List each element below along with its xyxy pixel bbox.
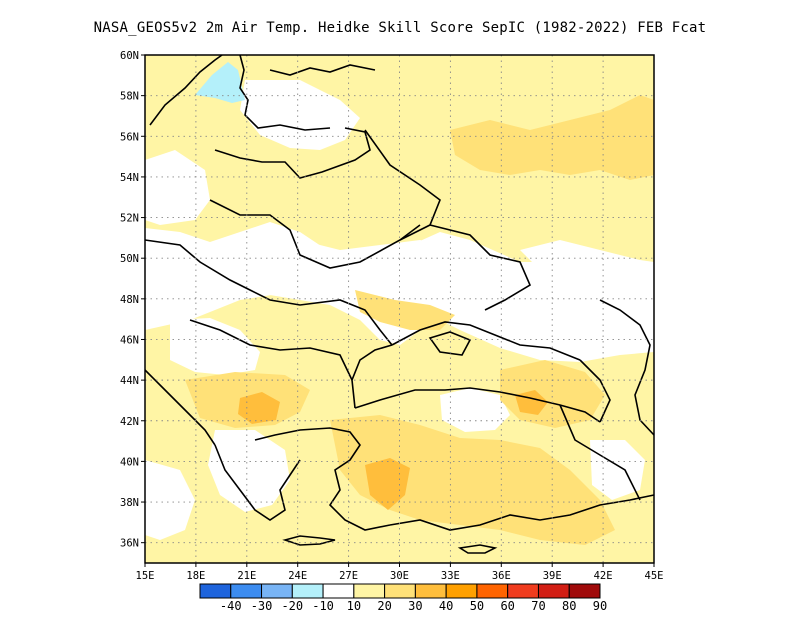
border-belarus-russia — [364, 129, 441, 241]
colorbar-swatch — [291, 583, 324, 599]
colorbar-swatch — [476, 583, 509, 599]
lat-label: 60N — [120, 50, 139, 62]
lat-label: 48N — [120, 294, 139, 306]
coastline-black-sea-west — [351, 344, 393, 409]
colorbar-label: 80 — [562, 599, 576, 613]
shade-30-40-macedonia — [238, 392, 280, 424]
border-ukraine-russia — [429, 224, 532, 311]
colorbar-label: -10 — [312, 599, 334, 613]
shade-negative-scandinavia — [195, 62, 245, 103]
colorbar-label: 20 — [377, 599, 391, 613]
lat-label: 44N — [120, 375, 139, 387]
colorbar-swatch — [537, 583, 570, 599]
border-poland-ukraine — [209, 199, 421, 269]
coastline-black-sea-east — [579, 359, 611, 423]
shade-white-balkans — [170, 318, 260, 375]
coastline-gulf-of-bothnia — [239, 54, 331, 131]
colorbar-label: 70 — [531, 599, 545, 613]
colorbar-swatch — [353, 583, 386, 599]
colorbar-label: 60 — [500, 599, 514, 613]
shade-white-east — [520, 240, 654, 330]
shade-white-center — [250, 240, 520, 345]
shade-20-30-crimea — [355, 290, 455, 330]
shade-20-30-anatolia — [330, 415, 615, 545]
colorbar-label: -30 — [251, 599, 273, 613]
colorbar-swatch — [445, 583, 478, 599]
colorbar-label: 50 — [470, 599, 484, 613]
axes: 60N 58N 56N 54N 52N 50N 48N 46N 44N 42N 40N 38N 36N 1… — [120, 50, 663, 582]
colorbar-swatch — [261, 583, 293, 599]
colorbar-swatch — [322, 583, 355, 599]
lat-label: 56N — [120, 131, 139, 143]
shade-white-southeast — [590, 440, 645, 500]
lat-label: 36N — [120, 538, 139, 550]
border-turkey-east — [559, 404, 641, 501]
border-balkans — [189, 319, 353, 381]
coastline-norway-sweden — [149, 54, 223, 126]
coastline-black-sea-south — [354, 387, 601, 423]
coastline-black-sea-north — [391, 321, 581, 361]
lon-label: 15E — [136, 570, 155, 582]
lat-label: 40N — [120, 456, 139, 468]
lat-label: 46N — [120, 334, 139, 346]
lon-label: 27E — [339, 570, 358, 582]
lon-label: 33E — [441, 570, 460, 582]
island-crete — [282, 535, 336, 546]
colorbar-swatch — [199, 583, 232, 599]
lon-label: 36E — [492, 570, 511, 582]
colorbar-swatch — [568, 583, 601, 599]
coastline-aegean — [254, 427, 391, 531]
colorbar-label: -20 — [281, 599, 303, 613]
lat-label: 52N — [120, 213, 139, 225]
map-title: NASA_GEOS5v2 2m Air Temp. Heidke Skill S… — [93, 20, 707, 36]
lon-label: 21E — [237, 570, 256, 582]
colorbar-swatch — [414, 583, 447, 599]
island-crimea — [428, 331, 472, 356]
coastline-baltic-south — [214, 127, 371, 179]
coastline-baltic-states — [269, 64, 376, 76]
colorbar-label: 40 — [439, 599, 453, 613]
colorbar: -40 -30 -20 -10 10 20 30 40 50 60 70 80 90 — [199, 583, 607, 613]
coastline-adriatic — [144, 369, 216, 446]
lat-label: 38N — [120, 497, 139, 509]
lon-label: 45E — [645, 570, 664, 582]
coastlines-and-borders — [144, 54, 655, 554]
shade-white-greece — [208, 430, 290, 512]
lon-label: 30E — [390, 570, 409, 582]
island-cyprus — [457, 544, 498, 554]
lat-label: 58N — [120, 91, 139, 103]
shade-white-southwest — [145, 460, 195, 540]
lat-label: 50N — [120, 253, 139, 265]
colorbar-swatch — [230, 583, 263, 599]
shade-white-north — [240, 80, 360, 150]
lon-label: 24E — [288, 570, 307, 582]
colorbar-label: 10 — [347, 599, 361, 613]
border-central-europe — [144, 239, 393, 346]
shade-white-west — [145, 150, 210, 225]
colorbar-label: 30 — [408, 599, 422, 613]
lon-label: 39E — [543, 570, 562, 582]
shade-30-40-aegean — [365, 458, 410, 510]
colorbar-label: 90 — [593, 599, 607, 613]
lat-label: 42N — [120, 416, 139, 428]
coastline-greece — [214, 444, 301, 521]
colorbar-swatch — [384, 583, 416, 599]
lat-label: 54N — [120, 172, 139, 184]
colorbar-swatch — [507, 583, 539, 599]
lon-label: 18E — [186, 570, 205, 582]
colorbar-label: -40 — [220, 599, 242, 613]
lon-label: 42E — [594, 570, 613, 582]
coastline-caspian-west — [599, 299, 655, 436]
coastline-anatolia-south — [389, 494, 655, 531]
